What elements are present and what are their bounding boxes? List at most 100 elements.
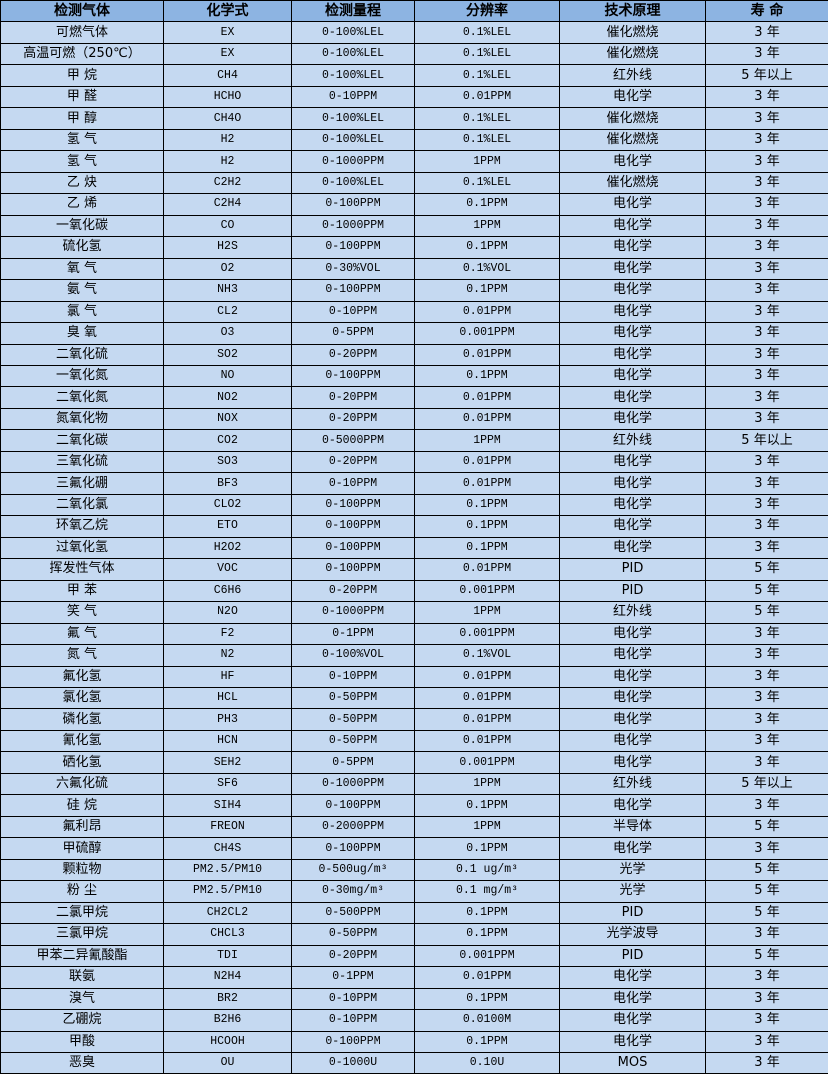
table-row: 甲苯二异氰酸酯 TDI 0-20PPM 0.001PPM PID 5 年 [0,944,828,968]
cell-range: 0-20PPM [291,944,415,968]
cell-range: 0-100PPM [291,193,415,216]
cell-resolution: 0.1%LEL [414,171,560,195]
cell-principle: 电化学 [559,214,706,238]
cell-resolution: 0.01PPM [414,450,560,474]
cell-formula: ETO [163,515,292,538]
cell-gas: 乙 炔 [0,171,164,195]
cell-formula: H2S [163,236,292,259]
table-row: 甲 醛 HCHO 0-10PPM 0.01PPM 电化学 3 年 [0,85,828,109]
cell-formula: B2H6 [163,1009,292,1032]
cell-resolution: 1PPM [414,214,560,238]
cell-resolution: 0.1%LEL [414,21,560,44]
cell-principle: PID [559,558,706,581]
cell-resolution: 0.01PPM [414,300,560,324]
cell-formula: CHCL3 [163,923,292,946]
cell-range: 0-100PPM [291,364,415,388]
cell-gas: 三氯甲烷 [0,923,164,946]
cell-resolution: 0.0100M [414,1009,560,1032]
cell-lifespan: 3 年 [705,279,828,302]
cell-lifespan: 5 年 [705,901,828,925]
cell-gas: 臭 氧 [0,322,164,345]
cell-gas: 高温可燃（250℃） [0,42,164,66]
cell-gas: 甲苯二异氰酸酯 [0,944,164,968]
cell-range: 0-100%VOL [291,644,415,667]
cell-formula: VOC [163,558,292,581]
cell-principle: 电化学 [559,751,706,774]
table-row: 氮氧化物 NOX 0-20PPM 0.01PPM 电化学 3 年 [0,407,828,431]
cell-formula: CH4O [163,107,292,130]
cell-resolution: 1PPM [414,815,560,839]
cell-principle: 红外线 [559,429,706,452]
cell-lifespan: 3 年 [705,343,828,366]
cell-formula: O3 [163,322,292,345]
cell-lifespan: 3 年 [705,150,828,173]
table-row: 氟化氢 HF 0-10PPM 0.01PPM 电化学 3 年 [0,665,828,689]
table-row: 氰化氢 HCN 0-50PPM 0.01PPM 电化学 3 年 [0,729,828,753]
cell-principle: PID [559,944,706,968]
cell-principle: 电化学 [559,472,706,495]
cell-formula: BR2 [163,987,292,1011]
cell-formula: NO2 [163,386,292,409]
table-row: 臭 氧 O3 0-5PPM 0.001PPM 电化学 3 年 [0,322,828,345]
cell-gas: 磷化氢 [0,708,164,731]
cell-formula: HCL [163,686,292,710]
table-row: 乙 炔 C2H2 0-100%LEL 0.1%LEL 催化燃烧 3 年 [0,171,828,195]
cell-lifespan: 3 年 [705,536,828,560]
cell-principle: 催化燃烧 [559,107,706,130]
cell-resolution: 0.1PPM [414,837,560,860]
cell-resolution: 0.1%VOL [414,257,560,281]
cell-lifespan: 5 年 [705,815,828,839]
table-row: 硫化氢 H2S 0-100PPM 0.1PPM 电化学 3 年 [0,236,828,259]
cell-lifespan: 3 年 [705,686,828,710]
cell-resolution: 1PPM [414,429,560,452]
table-row: 甲 烷 CH4 0-100%LEL 0.1%LEL 红外线 5 年以上 [0,64,828,87]
table-row: 笑 气 N2O 0-1000PPM 1PPM 红外线 5 年 [0,601,828,624]
cell-resolution: 0.1%LEL [414,42,560,66]
cell-lifespan: 3 年 [705,837,828,860]
cell-resolution: 0.01PPM [414,386,560,409]
cell-resolution: 0.1PPM [414,923,560,946]
cell-formula: HCN [163,729,292,753]
table-row: 过氧化氢 H2O2 0-100PPM 0.1PPM 电化学 3 年 [0,536,828,560]
cell-resolution: 0.1PPM [414,493,560,517]
cell-gas: 甲 醛 [0,85,164,109]
cell-principle: 电化学 [559,536,706,560]
cell-gas: 硫化氢 [0,236,164,259]
cell-lifespan: 3 年 [705,128,828,152]
cell-gas: 可燃气体 [0,21,164,44]
cell-gas: 氟利昂 [0,815,164,839]
cell-formula: H2 [163,150,292,173]
cell-range: 0-100%LEL [291,171,415,195]
cell-gas: 硅 烷 [0,794,164,817]
cell-gas: 二氯甲烷 [0,901,164,925]
cell-resolution: 0.1%VOL [414,644,560,667]
cell-resolution: 0.1 ug/m³ [414,858,560,882]
table-row: 甲 醇 CH4O 0-100%LEL 0.1%LEL 催化燃烧 3 年 [0,107,828,130]
cell-lifespan: 3 年 [705,987,828,1011]
cell-formula: HCHO [163,85,292,109]
cell-resolution: 0.01PPM [414,343,560,366]
cell-range: 0-1PPM [291,966,415,989]
cell-principle: 光学波导 [559,923,706,946]
cell-resolution: 0.1PPM [414,794,560,817]
cell-principle: 电化学 [559,150,706,173]
cell-resolution: 0.001PPM [414,322,560,345]
table-row: 磷化氢 PH3 0-50PPM 0.01PPM 电化学 3 年 [0,708,828,731]
cell-formula: H2 [163,128,292,152]
cell-gas: 二氧化氮 [0,386,164,409]
cell-range: 0-10PPM [291,665,415,689]
cell-resolution: 0.01PPM [414,407,560,431]
cell-formula: CH4 [163,64,292,87]
table-row: 高温可燃（250℃） EX 0-100%LEL 0.1%LEL 催化燃烧 3 年 [0,42,828,66]
cell-formula: EX [163,42,292,66]
cell-range: 0-100PPM [291,794,415,817]
cell-lifespan: 3 年 [705,386,828,409]
cell-lifespan: 3 年 [705,472,828,495]
cell-gas: 氮 气 [0,644,164,667]
table-row: 六氟化硫 SF6 0-1000PPM 1PPM 红外线 5 年以上 [0,772,828,796]
cell-lifespan: 3 年 [705,1009,828,1032]
cell-lifespan: 3 年 [705,1030,828,1053]
cell-formula: SF6 [163,772,292,796]
cell-range: 0-10PPM [291,300,415,324]
cell-lifespan: 3 年 [705,171,828,195]
